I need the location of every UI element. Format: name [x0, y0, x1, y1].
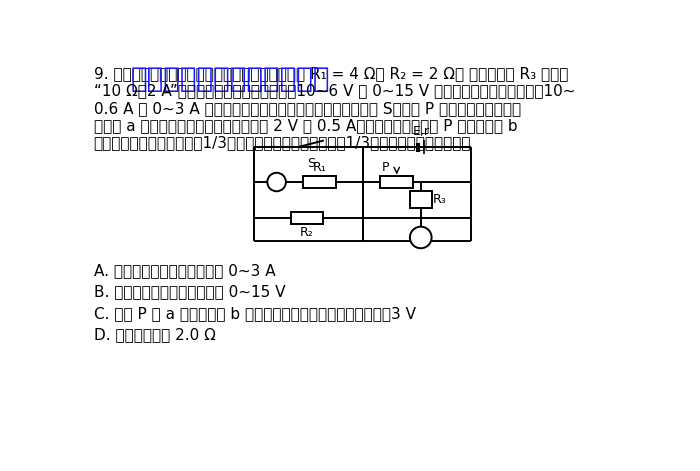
Text: 某位置 a 时，电压表、电流表示数分别为 2 V 和 0.5 A；继续向右移动滑片 P 至另一位置 b: 某位置 a 时，电压表、电流表示数分别为 2 V 和 0.5 A；继续向右移动滑…: [94, 118, 517, 133]
Text: E,r: E,r: [412, 125, 429, 138]
Bar: [290, 212, 323, 224]
Text: “10 Ω；2 A”的字样，理想电压表的量程有10~6 V 和 0~15 V 两挡，理想电流表的量程有10~: “10 Ω；2 A”的字样，理想电压表的量程有10~6 V 和 0~15 V 两…: [94, 83, 575, 98]
Text: A. 电路中电流表选择的量程为 0~3 A: A. 电路中电流表选择的量程为 0~3 A: [94, 263, 275, 278]
Text: 0.6 A 和 0~3 A 两挡。现对该电路进行如下操作：闭合开关 S，滑片 P 从最左端向右移动到: 0.6 A 和 0~3 A 两挡。现对该电路进行如下操作：闭合开关 S，滑片 P…: [94, 101, 521, 116]
Bar: [303, 176, 335, 188]
Text: P: P: [382, 162, 389, 174]
Text: B. 电路中电压表选择的量程为 0~15 V: B. 电路中电压表选择的量程为 0~15 V: [94, 284, 285, 300]
Text: 9. 某同学将电学元件连接成如图所示的电路，其中 R₁ = 4 Ω， R₂ = 2 Ω， 滑动变阻器 R₃ 上标有: 9. 某同学将电学元件连接成如图所示的电路，其中 R₁ = 4 Ω， R₂ = …: [94, 66, 568, 81]
Bar: [381, 176, 413, 188]
Circle shape: [410, 227, 432, 248]
Text: R₃: R₃: [433, 193, 447, 206]
Text: 时，电压表指针指在满偏的1/3处，电流表指针也指在满偏的1/3处，则下列说法正确的是: 时，电压表指针指在满偏的1/3处，电流表指针也指在满偏的1/3处，则下列说法正确…: [94, 135, 471, 150]
Text: R₁: R₁: [312, 161, 326, 173]
Text: C. 滑片 P 从 a 位置移动到 b 位置的过程，电源的路端电压增加了3 V: C. 滑片 P 从 a 位置移动到 b 位置的过程，电源的路端电压增加了3 V: [94, 306, 416, 321]
Circle shape: [267, 173, 286, 191]
Text: D. 电源的内阻为 2.0 Ω: D. 电源的内阻为 2.0 Ω: [94, 327, 216, 342]
Bar: [410, 191, 432, 208]
Text: 微信公众号关注：趣找答案: 微信公众号关注：趣找答案: [130, 65, 330, 93]
Text: V: V: [416, 231, 425, 244]
Text: S: S: [307, 157, 316, 170]
Text: A: A: [272, 176, 281, 188]
Text: R₂: R₂: [300, 226, 314, 239]
